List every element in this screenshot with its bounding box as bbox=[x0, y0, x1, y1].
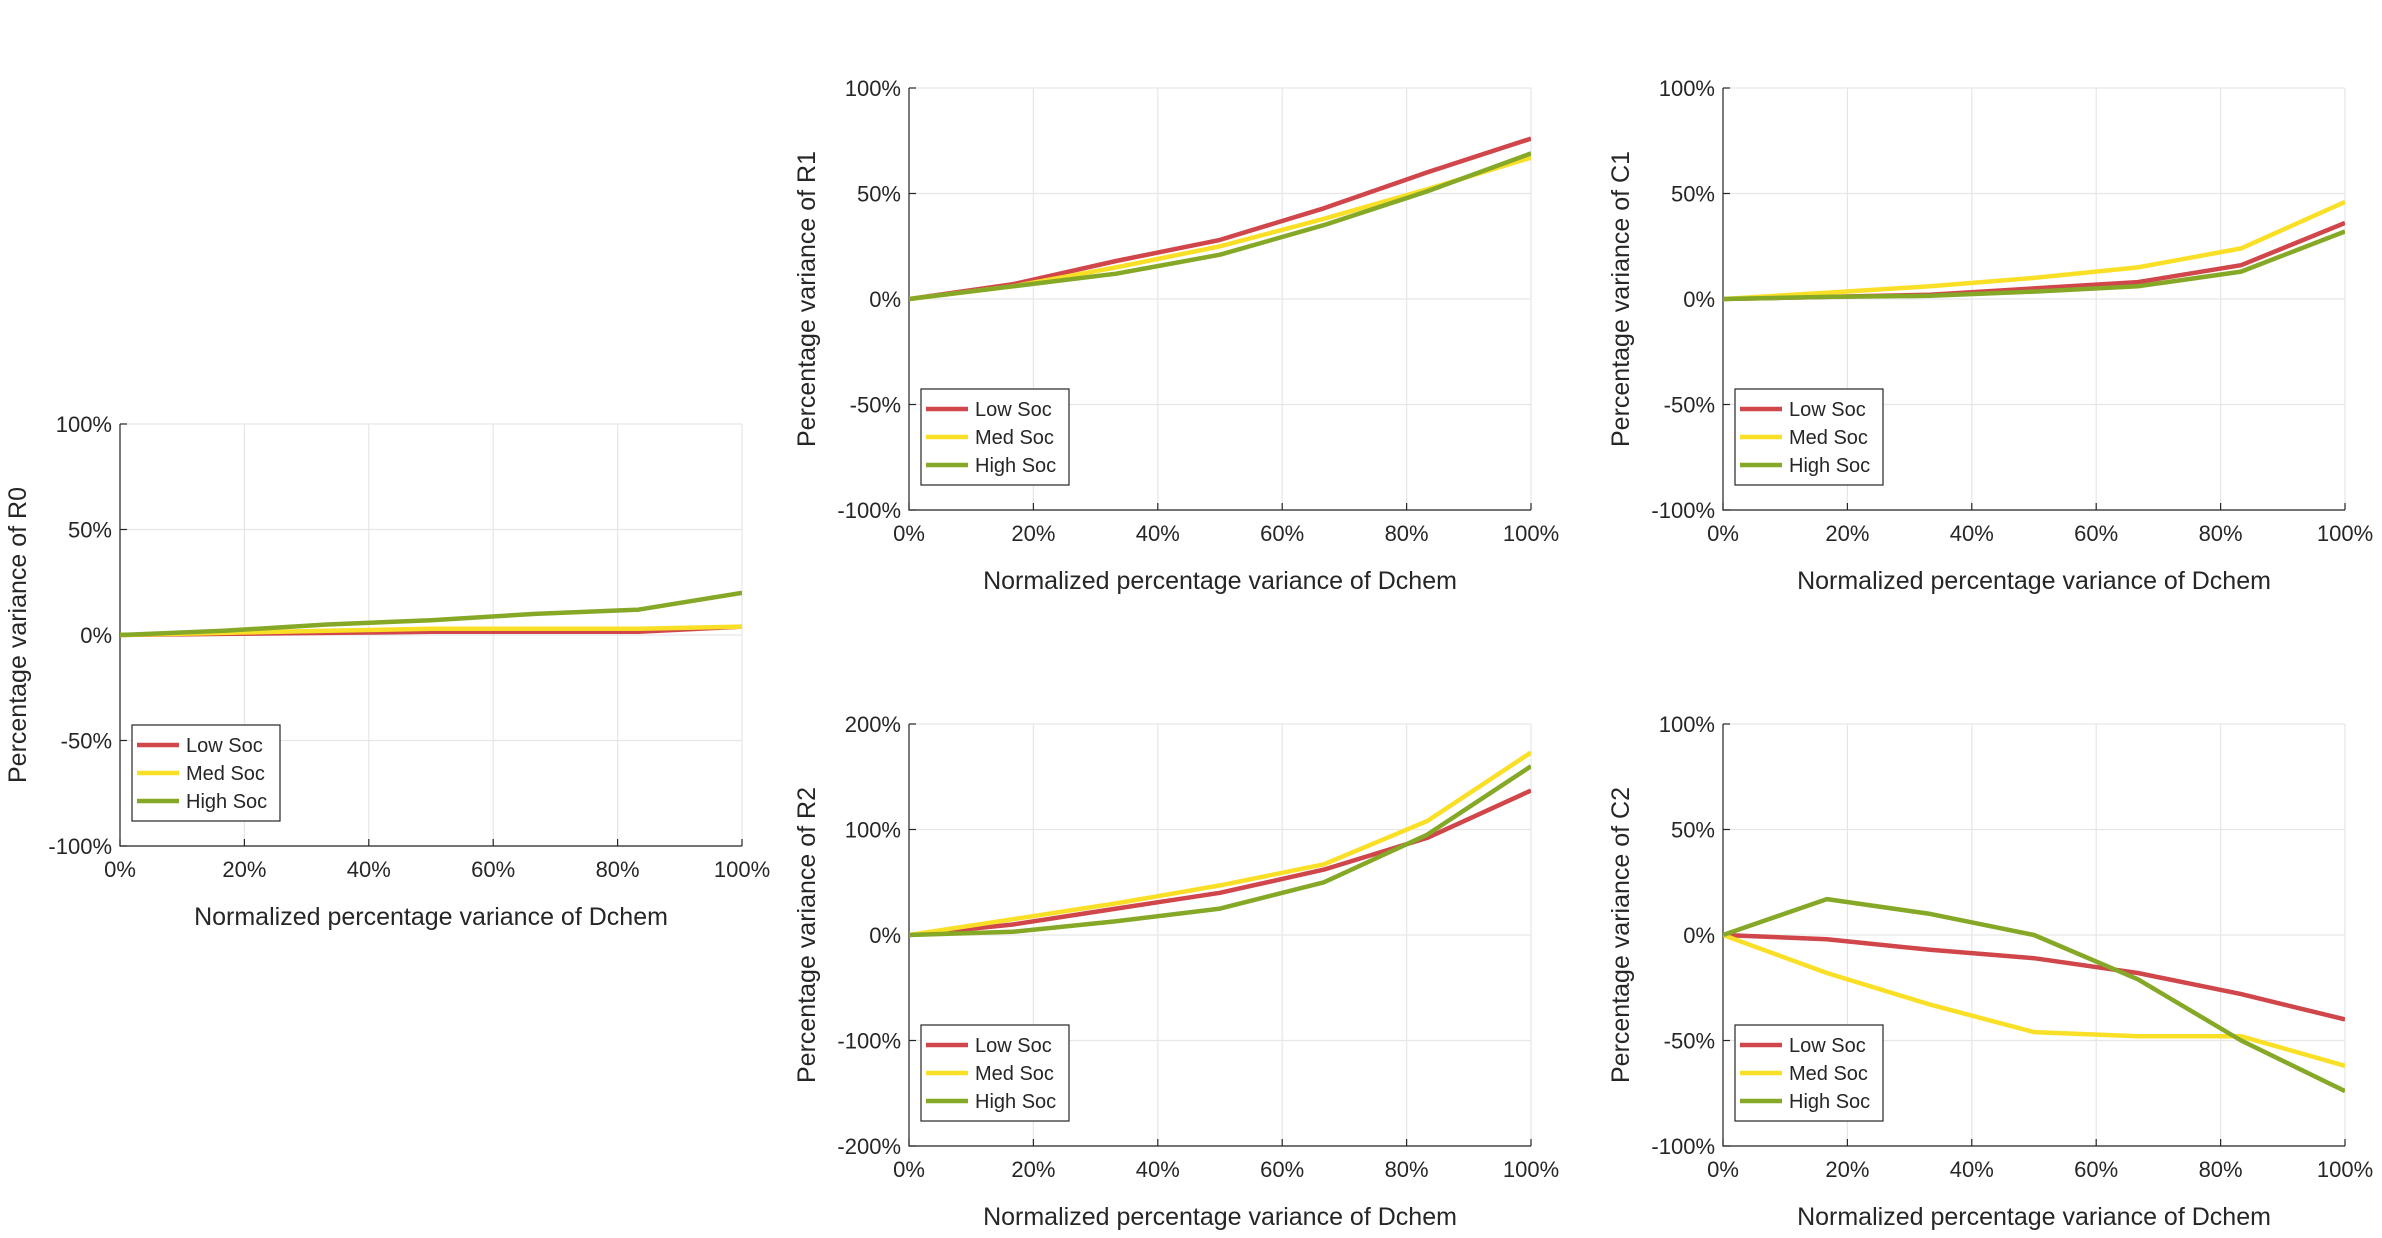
chart-panel-r0: 0% 20% 40% 60% 80% 100% -100% -50% 0% 50% 100% Norm… bbox=[4, 412, 770, 931]
x-tick-label: 100% bbox=[714, 857, 770, 882]
y-tick-label: 200% bbox=[845, 712, 901, 737]
y-tick-label: 100% bbox=[1659, 712, 1715, 737]
series-line-med-soc bbox=[1723, 199, 2345, 302]
legend-label: Low Soc bbox=[975, 399, 1052, 421]
x-tick-label: 60% bbox=[471, 857, 515, 882]
y-axis-label: Percentage variance of C2 bbox=[1607, 787, 1635, 1083]
series-line-high-soc bbox=[1723, 229, 2345, 302]
x-tick-label: 0% bbox=[893, 1157, 925, 1182]
x-tick-label: 60% bbox=[2074, 1157, 2118, 1182]
x-tick-label: 80% bbox=[2199, 1157, 2243, 1182]
legend-label: High Soc bbox=[186, 791, 267, 813]
x-tick-label: 0% bbox=[893, 521, 925, 546]
legend-label: Low Soc bbox=[1789, 399, 1866, 421]
x-tick-label: 20% bbox=[1825, 1157, 1869, 1182]
x-tick-label: 40% bbox=[1136, 1157, 1180, 1182]
x-tick-label: 20% bbox=[1011, 521, 1055, 546]
x-tick-label: 40% bbox=[1950, 1157, 1994, 1182]
legend-box bbox=[920, 388, 1070, 486]
y-tick-label: 0% bbox=[1683, 287, 1715, 312]
y-tick-label: 50% bbox=[1671, 182, 1715, 207]
y-tick-label: 0% bbox=[869, 287, 901, 312]
legend-label: Low Soc bbox=[1789, 1035, 1866, 1057]
legend-label: Med Soc bbox=[1789, 1063, 1868, 1085]
y-tick-label: 50% bbox=[1671, 818, 1715, 843]
y-tick-label: 100% bbox=[56, 412, 112, 437]
x-tick-label: 100% bbox=[1503, 1157, 1559, 1182]
legend-label: High Soc bbox=[1789, 455, 1870, 477]
x-tick-label: 80% bbox=[596, 857, 640, 882]
x-tick-label: 20% bbox=[1011, 1157, 1055, 1182]
chart-panel-c1: 0% 20% 40% 60% 80% 100% -100% -50% 0% 50% 100% Norm… bbox=[1607, 76, 2373, 595]
y-tick-label: -100% bbox=[48, 834, 112, 859]
y-tick-label: -100% bbox=[837, 498, 901, 523]
x-tick-label: 0% bbox=[1707, 521, 1739, 546]
y-tick-label: 0% bbox=[80, 623, 112, 648]
series-line-low-soc bbox=[909, 788, 1531, 938]
y-axis-label: Percentage variance of R2 bbox=[793, 787, 821, 1083]
chart-panel-r2: 0% 20% 40% 60% 80% 100% -200% -100% 0% 100% 200% No… bbox=[793, 712, 1559, 1231]
series-line-high-soc bbox=[909, 151, 1531, 302]
series-line-high-soc bbox=[1723, 896, 2345, 1094]
x-axis-label: Normalized percentage variance of Dchem bbox=[983, 1203, 1457, 1231]
y-axis-label: Percentage variance of C1 bbox=[1607, 151, 1635, 447]
legend-label: High Soc bbox=[1789, 1091, 1870, 1113]
chart-panel-r1: 0% 20% 40% 60% 80% 100% -100% -50% 0% 50% 100% Norm… bbox=[793, 76, 1559, 595]
y-tick-label: 100% bbox=[1659, 76, 1715, 101]
x-tick-label: 100% bbox=[2317, 521, 2373, 546]
x-tick-label: 100% bbox=[1503, 521, 1559, 546]
legend-label: Med Soc bbox=[975, 427, 1054, 449]
y-tick-label: 0% bbox=[1683, 923, 1715, 948]
legend-label: High Soc bbox=[975, 1091, 1056, 1113]
x-axis-label: Normalized percentage variance of Dchem bbox=[1797, 1203, 2271, 1231]
x-tick-label: 60% bbox=[2074, 521, 2118, 546]
x-tick-label: 100% bbox=[2317, 1157, 2373, 1182]
legend-label: Med Soc bbox=[1789, 427, 1868, 449]
x-tick-label: 40% bbox=[347, 857, 391, 882]
x-tick-label: 60% bbox=[1260, 521, 1304, 546]
y-tick-label: -100% bbox=[1651, 1134, 1715, 1159]
y-tick-label: -50% bbox=[850, 393, 901, 418]
series-line-high-soc bbox=[120, 590, 742, 638]
x-tick-label: 80% bbox=[2199, 521, 2243, 546]
legend-label: High Soc bbox=[975, 455, 1056, 477]
series-line-med-soc bbox=[1723, 932, 2345, 1068]
legend-label: Low Soc bbox=[186, 735, 263, 757]
y-tick-label: -100% bbox=[837, 1029, 901, 1054]
x-tick-label: 40% bbox=[1950, 521, 1994, 546]
x-tick-label: 20% bbox=[1825, 521, 1869, 546]
series-line-med-soc bbox=[909, 750, 1531, 938]
y-tick-label: 100% bbox=[845, 818, 901, 843]
y-tick-label: 50% bbox=[68, 518, 112, 543]
x-axis-label: Normalized percentage variance of Dchem bbox=[194, 903, 668, 931]
y-tick-label: 100% bbox=[845, 76, 901, 101]
x-tick-label: 80% bbox=[1385, 1157, 1429, 1182]
series-line-high-soc bbox=[909, 764, 1531, 938]
x-tick-label: 80% bbox=[1385, 521, 1429, 546]
y-tick-label: 50% bbox=[857, 182, 901, 207]
x-tick-label: 0% bbox=[1707, 1157, 1739, 1182]
chart-panel-c2: 0% 20% 40% 60% 80% 100% -100% -50% 0% 50% 100% Norm… bbox=[1607, 712, 2373, 1231]
y-tick-label: -50% bbox=[61, 729, 112, 754]
y-tick-label: -50% bbox=[1664, 393, 1715, 418]
y-tick-label: -50% bbox=[1664, 1029, 1715, 1054]
x-tick-label: 60% bbox=[1260, 1157, 1304, 1182]
y-axis-label: Percentage variance of R1 bbox=[793, 151, 821, 447]
x-axis-label: Normalized percentage variance of Dchem bbox=[983, 567, 1457, 595]
x-tick-label: 0% bbox=[104, 857, 136, 882]
y-tick-label: -200% bbox=[837, 1134, 901, 1159]
y-axis-label: Percentage variance of R0 bbox=[4, 487, 32, 783]
y-tick-label: 0% bbox=[869, 923, 901, 948]
x-axis-label: Normalized percentage variance of Dchem bbox=[1797, 567, 2271, 595]
x-tick-label: 20% bbox=[222, 857, 266, 882]
series-line-low-soc bbox=[1723, 932, 2345, 1022]
y-tick-label: -100% bbox=[1651, 498, 1715, 523]
legend-label: Low Soc bbox=[975, 1035, 1052, 1057]
legend-label: Med Soc bbox=[975, 1063, 1054, 1085]
x-tick-label: 40% bbox=[1136, 521, 1180, 546]
legend-label: Med Soc bbox=[186, 763, 265, 785]
